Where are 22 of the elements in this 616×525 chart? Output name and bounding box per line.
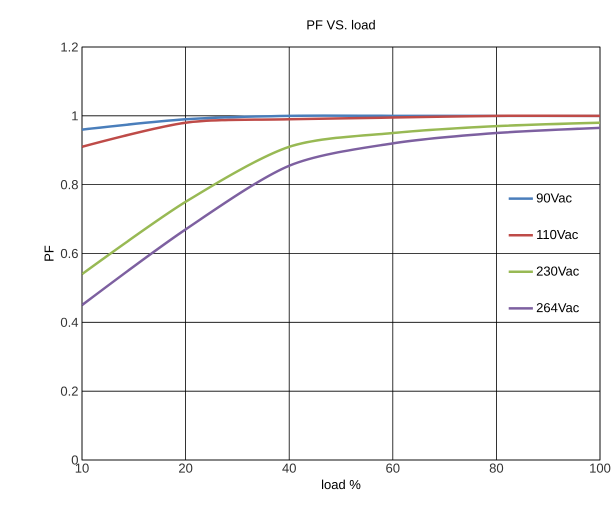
chart-title: PF VS. load [307, 20, 375, 30]
legend-label: 110Vac [537, 230, 578, 240]
y-tick-label: 0.2 [60, 386, 78, 396]
y-tick-label: 1.2 [61, 42, 78, 52]
x-tick-label: 100 [590, 464, 610, 473]
x-tick-label: 20 [179, 464, 192, 473]
y-axis-title: PF [44, 246, 54, 261]
y-tick-label: 1 [72, 111, 78, 120]
x-tick-label: 10 [76, 464, 89, 473]
line-series [82, 114, 600, 148]
legend-label: 264Vac [536, 303, 579, 312]
y-tick-label: 0.4 [60, 318, 78, 327]
y-tick-label: 0.6 [60, 248, 78, 258]
x-tick-label: 60 [386, 464, 400, 473]
y-tick-label: 0 [72, 455, 78, 465]
line-series [82, 121, 600, 276]
legend-label: 90Vac [536, 193, 572, 203]
y-tick-label: 0.8 [60, 180, 78, 190]
x-axis-title: load % [322, 480, 360, 490]
legend-label: 230Vac [536, 266, 579, 276]
x-tick-label: 40 [282, 464, 296, 473]
x-tick-label: 80 [490, 464, 504, 473]
